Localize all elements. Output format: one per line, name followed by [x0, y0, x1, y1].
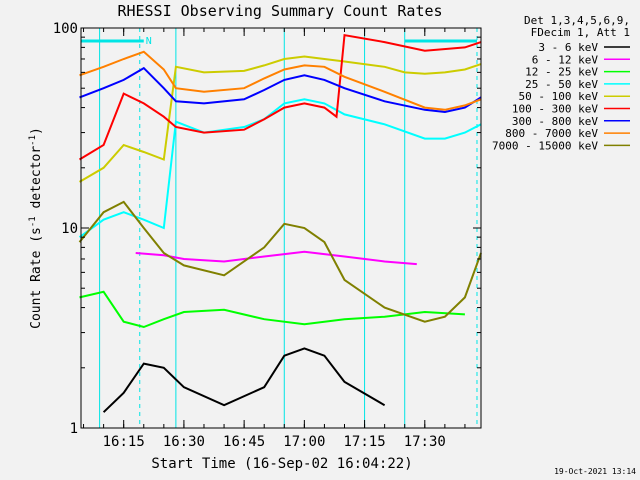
- axis-ticks: 16:15 16:30 16:45 17:00 17:15 17:30 1 10 100: [53, 21, 481, 450]
- x-tick-label: 17:30: [404, 434, 446, 450]
- y-tick-label: 100: [53, 21, 78, 37]
- series-line-800-7000-kev: [79, 50, 482, 111]
- legend-label: 12 - 25 keV: [525, 66, 598, 79]
- legend-label: 50 - 100 keV: [519, 90, 599, 103]
- flag-label: N: [146, 36, 152, 47]
- series-line-25-50-kev: [78, 98, 482, 239]
- x-tick-label: 16:30: [163, 434, 205, 450]
- y-axis-label-part1: Count Rate (s: [29, 227, 44, 329]
- legend-label: 800 - 7000 keV: [505, 127, 598, 140]
- series-line-7000-15000-kev: [78, 200, 482, 323]
- chart-title: RHESSI Observing Summary Count Rates: [117, 2, 442, 20]
- series-group: [78, 34, 482, 413]
- legend-label: 300 - 800 keV: [512, 115, 598, 128]
- series-line-12-25-kev: [79, 290, 465, 329]
- y-tick-label: 1: [70, 421, 78, 437]
- y-axis-label: Count Rate (s-1 detector-1): [28, 127, 44, 329]
- y-axis-label-part3: ): [29, 127, 44, 135]
- x-tick-label: 17:00: [283, 434, 325, 450]
- y-axis-label-sup1: -1: [28, 216, 38, 227]
- x-tick-label: 16:15: [103, 434, 145, 450]
- legend-header: Det 1,3,4,5,6,9,: [524, 14, 630, 27]
- legend-label: 25 - 50 keV: [525, 78, 598, 91]
- legend-label: 6 - 12 keV: [532, 53, 599, 66]
- x-axis-label: Start Time (16-Sep-02 16:04:22): [151, 456, 412, 472]
- series-line-3-6-kev: [102, 347, 386, 413]
- legend-label: 7000 - 15000 keV: [492, 139, 598, 152]
- y-tick-label: 10: [61, 221, 78, 237]
- x-tick-label: 16:45: [223, 434, 265, 450]
- legend: Det 1,3,4,5,6,9,FDecim 1, Att 1 3 - 6 keV…: [492, 14, 630, 152]
- series-line-300-800-kev: [79, 66, 482, 114]
- y-axis-label-part2: detector: [29, 146, 44, 217]
- legend-header: FDecim 1, Att 1: [531, 26, 630, 39]
- x-tick-label: 17:15: [343, 434, 385, 450]
- series-line-50-100-kev: [78, 55, 482, 183]
- series-line-100-300-kev: [78, 34, 482, 161]
- footer-timestamp: 19-Oct-2021 13:14: [554, 467, 636, 476]
- y-axis-label-sup2: -1: [28, 135, 38, 146]
- legend-label: 3 - 6 keV: [538, 41, 598, 54]
- legend-label: 100 - 300 keV: [512, 103, 598, 116]
